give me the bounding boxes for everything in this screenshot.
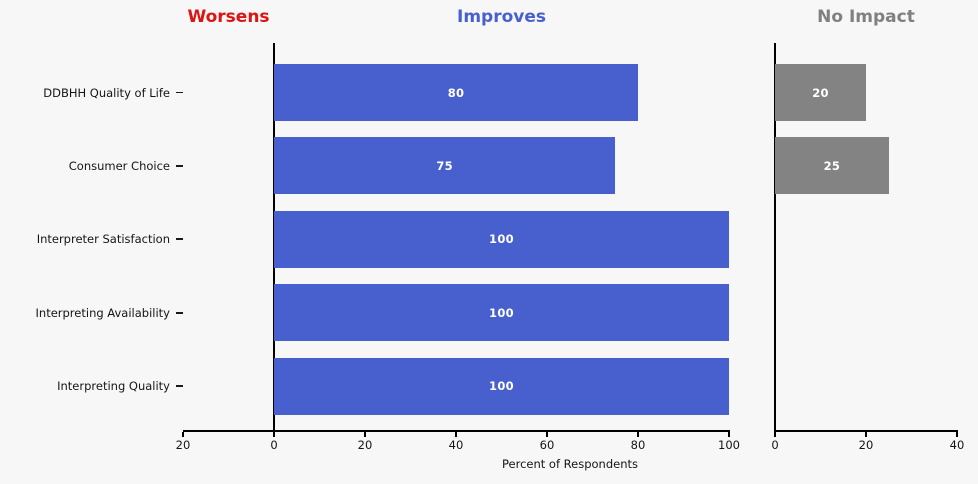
bar-no-impact: 20 [775, 64, 866, 121]
x-tick-label: 20 [858, 438, 874, 452]
x-tick-label: 60 [539, 438, 555, 452]
x-tick-label: 40 [448, 438, 464, 452]
x-tick-label: 0 [270, 438, 278, 452]
x-tick-mark [546, 431, 548, 438]
bar-value-label: 75 [436, 158, 453, 173]
x-tick-mark [865, 431, 867, 438]
x-tick-label: 20 [357, 438, 373, 452]
x-tick-label: 100 [718, 438, 740, 452]
y-axis-spine [774, 43, 776, 432]
x-tick-label: 80 [630, 438, 646, 452]
panel-title-worsens: Worsens [187, 7, 270, 27]
bar-value-label: 100 [489, 305, 514, 320]
bar-value-label: 20 [812, 85, 829, 100]
x-tick-mark [728, 431, 730, 438]
x-tick-mark [774, 431, 776, 438]
x-axis-line [775, 430, 958, 432]
bar-value-label: 25 [823, 158, 841, 173]
x-tick-mark [455, 431, 457, 438]
category-label: Consumer Choice [68, 158, 170, 173]
bar-value-label: 100 [489, 379, 514, 394]
bar-value-label: 80 [447, 85, 465, 100]
x-axis-title: Percent of Respondents [502, 457, 638, 471]
bar-improves: 75 [274, 137, 616, 195]
x-tick-label: 0 [771, 438, 779, 452]
x-tick-mark [273, 431, 275, 438]
y-tick-mark [176, 165, 183, 167]
category-label: Interpreter Satisfaction [36, 232, 170, 247]
bar-improves: 100 [274, 357, 729, 415]
y-tick-mark [176, 385, 183, 387]
panel-title-improves: Improves [456, 7, 547, 27]
y-tick-mark [176, 238, 183, 241]
y-axis-spine [273, 43, 275, 432]
panel-title-no-impact: No Impact [817, 7, 915, 27]
y-tick-mark [176, 91, 183, 94]
category-label: Interpreting Availability [35, 305, 170, 320]
x-tick-label: 40 [949, 438, 965, 452]
bar-improves: 100 [274, 210, 729, 268]
x-tick-mark [637, 431, 639, 438]
x-tick-mark [364, 431, 366, 438]
x-tick-label: 20 [175, 438, 191, 452]
x-tick-mark [956, 431, 958, 438]
bar-no-impact: 25 [775, 137, 889, 195]
bar-improves: 100 [274, 284, 729, 342]
bar-value-label: 100 [489, 232, 514, 247]
category-label: Interpreting Quality [57, 379, 170, 394]
bar-improves: 80 [274, 64, 638, 121]
x-axis-line [183, 430, 730, 432]
category-label: DDBHH Quality of Life [43, 85, 170, 100]
x-tick-mark [182, 431, 184, 438]
y-tick-mark [176, 311, 183, 314]
